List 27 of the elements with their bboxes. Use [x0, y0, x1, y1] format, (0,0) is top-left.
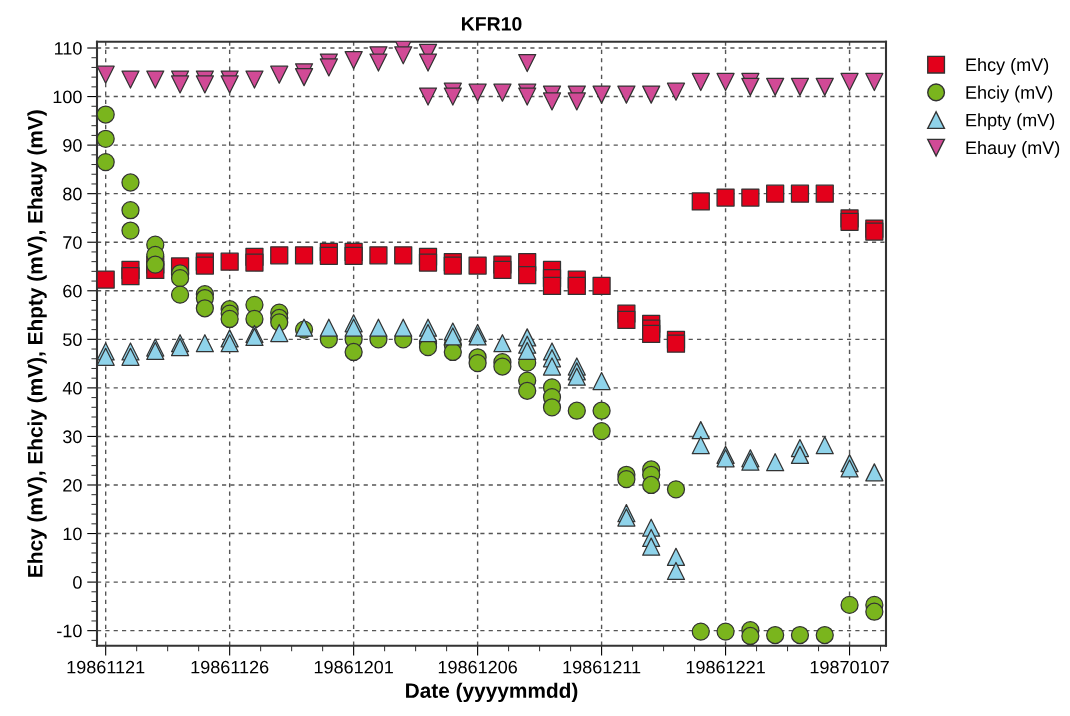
legend-label: Ehciy (mV) [966, 85, 1053, 103]
y-tick-label: -10 [57, 624, 82, 638]
legend-label: Ehpty (mV) [966, 113, 1055, 131]
y-tick-label: 40 [62, 381, 82, 395]
x-tick-label: 19861126 [191, 660, 269, 674]
y-tick-label: 10 [63, 527, 82, 541]
x-tick-label: 19861206 [438, 660, 517, 674]
legend-label: Ehcy (mV) [966, 57, 1049, 75]
y-axis-title: Ehcy (mV), Ehciy (mV), Ehpty (mV), Ehauy (mV) [27, 110, 47, 577]
y-tick-label: 80 [63, 187, 82, 201]
x-tick-label: 19861221 [686, 660, 765, 674]
legend-label: Ehauy (mV) [966, 140, 1060, 158]
x-tick-label: 19870107 [810, 660, 889, 674]
x-tick-label: 19861201 [314, 660, 393, 674]
x-tick-label: 19861211 [563, 660, 641, 674]
y-tick-label: 50 [63, 333, 82, 347]
y-tick-label: 20 [63, 478, 82, 492]
x-tick-label: 19861121 [67, 660, 145, 674]
x-axis-title: Date (yyyymmdd) [406, 682, 578, 703]
y-tick-label: 70 [63, 236, 82, 249]
chart-title: KFR10 [462, 17, 522, 31]
y-tick-label: 30 [63, 430, 82, 444]
y-tick-label: 110 [55, 41, 82, 55]
y-tick-label: 60 [63, 284, 82, 298]
y-tick-label: 0 [73, 576, 82, 589]
y-tick-label: 100 [53, 90, 82, 104]
y-tick-label: 90 [63, 139, 82, 152]
